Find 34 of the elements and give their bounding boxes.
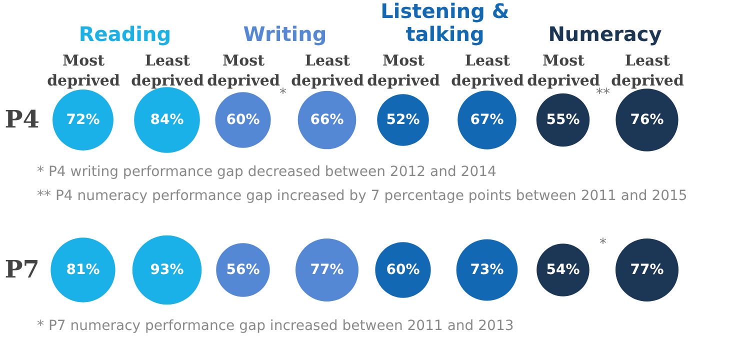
text: ** P4 numeracy performance gap increased by 7 percentage points between 2011 and 2015 — [37, 188, 688, 204]
series-label: P7 — [4, 254, 40, 284]
data-label: 81% — [66, 262, 100, 278]
data-label: 54% — [546, 262, 580, 278]
data-label: 73% — [470, 262, 504, 278]
series-label: P4 — [4, 104, 40, 134]
data-label: 77% — [310, 262, 344, 278]
category-label: Most deprived — [47, 52, 120, 90]
data-label: 55% — [546, 112, 580, 128]
data-label: 60% — [226, 112, 260, 128]
data-label: 67% — [470, 112, 504, 128]
data-label: 60% — [386, 262, 420, 278]
category-label: Most deprived — [207, 52, 280, 90]
text: Listening & talking — [380, 0, 510, 46]
category-label: Most deprived — [367, 52, 440, 90]
text: * — [280, 86, 286, 102]
data-label: 52% — [386, 112, 420, 128]
data-label: 76% — [630, 112, 664, 128]
data-label: 84% — [150, 112, 184, 128]
category-label: Least deprived — [611, 52, 684, 90]
category-label: Least deprived — [291, 52, 364, 90]
category-label: Least deprived — [451, 52, 524, 90]
text: * P7 numeracy performance gap increased between 2011 and 2013 — [37, 318, 514, 334]
data-label: 56% — [226, 262, 260, 278]
text: Numeracy — [548, 22, 662, 46]
data-label: 72% — [66, 112, 100, 128]
text: Writing — [243, 22, 327, 46]
data-label: 93% — [150, 262, 184, 278]
data-label: 77% — [630, 262, 664, 278]
category-label: Least deprived — [131, 52, 204, 90]
text: * — [600, 236, 606, 252]
data-label: 66% — [310, 112, 344, 128]
text: * P4 writing performance gap decreased between 2012 and 2014 — [37, 164, 497, 180]
text: Reading — [78, 22, 172, 46]
